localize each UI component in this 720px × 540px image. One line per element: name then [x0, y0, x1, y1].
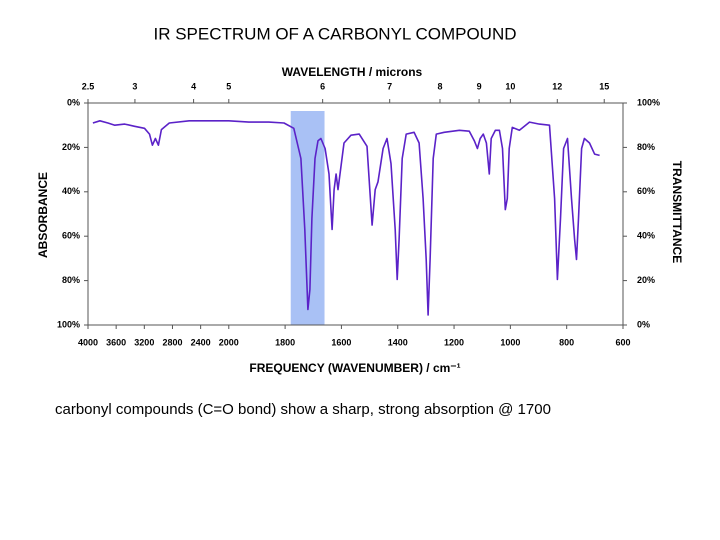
- x2-tick-label: 8: [437, 81, 442, 91]
- y2-tick-label: 0%: [637, 319, 650, 329]
- x-axis-label: FREQUENCY (WAVENUMBER) / cm⁻¹: [249, 361, 460, 375]
- y2-tick-label: 20%: [637, 275, 655, 285]
- x2-tick-label: 5: [226, 81, 231, 91]
- y-tick-label: 20%: [62, 142, 80, 152]
- y-tick-label: 60%: [62, 231, 80, 241]
- y2-tick-label: 100%: [637, 97, 660, 107]
- x-tick-label: 2800: [162, 337, 182, 347]
- x-tick-label: 800: [559, 337, 574, 347]
- x2-tick-label: 4: [191, 81, 196, 91]
- x2-tick-label: 7: [387, 81, 392, 91]
- chart-title: IR SPECTRUM OF A CARBONYL COMPOUND: [153, 24, 516, 43]
- x-tick-label: 1800: [275, 337, 295, 347]
- y2-tick-label: 60%: [637, 186, 655, 196]
- y2-axis-label: TRANSMITTANCE: [670, 161, 684, 263]
- x-tick-label: 1200: [444, 337, 464, 347]
- y2-tick-label: 80%: [637, 142, 655, 152]
- x2-tick-label: 12: [552, 81, 562, 91]
- x-tick-label: 1000: [500, 337, 520, 347]
- x2-tick-label: 10: [505, 81, 515, 91]
- plot-frame: [87, 102, 624, 326]
- x-tick-label: 3600: [106, 337, 126, 347]
- y-tick-label: 80%: [62, 275, 80, 285]
- y2-tick-label: 40%: [637, 231, 655, 241]
- y-axis-label: ABSORBANCE: [36, 172, 50, 258]
- x-tick-label: 2000: [219, 337, 239, 347]
- x2-tick-label: 3: [132, 81, 137, 91]
- x2-tick-label: 6: [320, 81, 325, 91]
- y-tick-label: 40%: [62, 186, 80, 196]
- x2-axis-label: WAVELENGTH / microns: [282, 65, 423, 79]
- y-tick-label: 0%: [67, 97, 80, 107]
- x-tick-label: 1400: [388, 337, 408, 347]
- x-tick-label: 1600: [331, 337, 351, 347]
- x-tick-label: 600: [615, 337, 630, 347]
- x-tick-label: 2400: [191, 337, 211, 347]
- y-tick-label: 100%: [57, 319, 80, 329]
- x2-tick-label: 2.5: [82, 81, 95, 91]
- x-tick-label: 3200: [134, 337, 154, 347]
- x-tick-label: 4000: [78, 337, 98, 347]
- spectrum-line: [92, 120, 600, 316]
- x2-tick-label: 15: [599, 81, 609, 91]
- x2-tick-label: 9: [477, 81, 482, 91]
- caption: carbonyl compounds (C=O bond) show a sha…: [55, 401, 551, 418]
